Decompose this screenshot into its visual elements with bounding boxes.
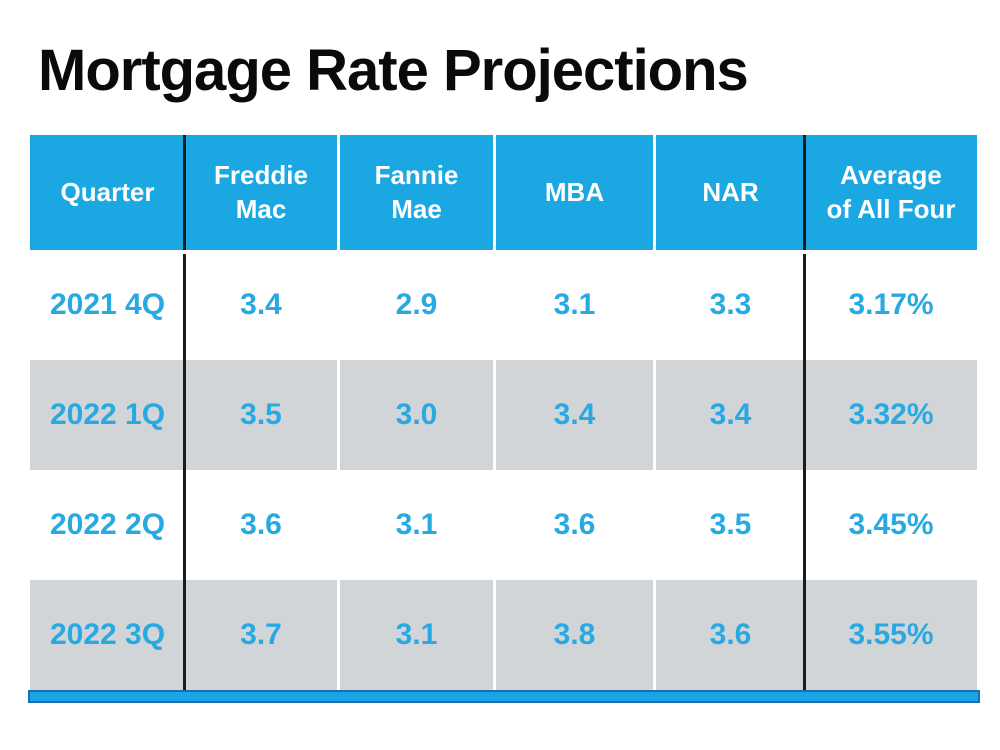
cell-average: 3.32% — [805, 360, 977, 470]
cell-average: 3.17% — [805, 250, 977, 360]
column-header-fannie-mae: Fannie Mae — [337, 135, 493, 250]
column-header-average: Average of All Four — [805, 135, 977, 250]
cell-fannie-mae: 2.9 — [337, 250, 493, 360]
table-header-row: Quarter Freddie Mac Fannie Mae MBA NAR A… — [30, 135, 977, 250]
column-divider-line-left-header — [183, 135, 186, 250]
column-divider-line-left-body — [183, 254, 186, 690]
cell-nar: 3.3 — [653, 250, 805, 360]
cell-freddie-mac: 3.4 — [185, 250, 337, 360]
column-divider-line-right-header — [803, 135, 806, 250]
bottom-accent-bar — [28, 690, 980, 703]
column-header-quarter: Quarter — [30, 135, 185, 250]
cell-quarter: 2021 4Q — [30, 250, 185, 360]
column-header-mba: MBA — [493, 135, 653, 250]
cell-quarter: 2022 3Q — [30, 580, 185, 690]
cell-freddie-mac: 3.5 — [185, 360, 337, 470]
table-row-2022-3q: 2022 3Q 3.7 3.1 3.8 3.6 3.55% — [30, 580, 977, 690]
cell-freddie-mac: 3.7 — [185, 580, 337, 690]
cell-mba: 3.1 — [493, 250, 653, 360]
table-row-2022-1q: 2022 1Q 3.5 3.0 3.4 3.4 3.32% — [30, 360, 977, 470]
table-row-2021-4q: 2021 4Q 3.4 2.9 3.1 3.3 3.17% — [30, 250, 977, 360]
cell-quarter: 2022 1Q — [30, 360, 185, 470]
cell-fannie-mae: 3.1 — [337, 580, 493, 690]
cell-nar: 3.6 — [653, 580, 805, 690]
cell-mba: 3.8 — [493, 580, 653, 690]
table-row-2022-2q: 2022 2Q 3.6 3.1 3.6 3.5 3.45% — [30, 470, 977, 580]
column-header-nar: NAR — [653, 135, 805, 250]
cell-fannie-mae: 3.0 — [337, 360, 493, 470]
cell-mba: 3.4 — [493, 360, 653, 470]
cell-mba: 3.6 — [493, 470, 653, 580]
cell-freddie-mac: 3.6 — [185, 470, 337, 580]
mortgage-rate-table: Quarter Freddie Mac Fannie Mae MBA NAR A… — [30, 135, 977, 690]
cell-nar: 3.5 — [653, 470, 805, 580]
column-header-freddie-mac: Freddie Mac — [185, 135, 337, 250]
cell-fannie-mae: 3.1 — [337, 470, 493, 580]
column-divider-line-right-body — [803, 254, 806, 690]
cell-quarter: 2022 2Q — [30, 470, 185, 580]
cell-average: 3.45% — [805, 470, 977, 580]
page-title: Mortgage Rate Projections — [38, 38, 749, 103]
cell-nar: 3.4 — [653, 360, 805, 470]
cell-average: 3.55% — [805, 580, 977, 690]
